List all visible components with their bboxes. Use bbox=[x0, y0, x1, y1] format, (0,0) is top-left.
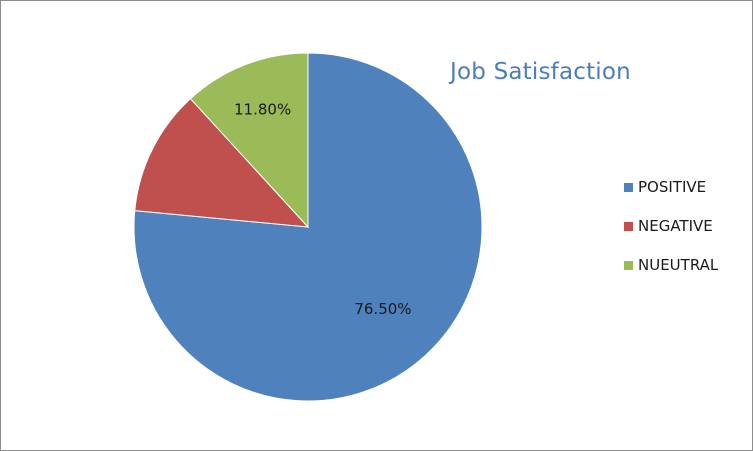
legend-swatch-negative bbox=[624, 221, 633, 231]
legend-item-positive: POSITIVE bbox=[624, 177, 718, 197]
data-label-nueutral: 11.80% bbox=[234, 101, 291, 119]
legend: POSITIVE NEGATIVE NUEUTRAL bbox=[624, 177, 718, 294]
legend-swatch-neutral bbox=[624, 260, 633, 270]
pie-slice-negative bbox=[134, 97, 310, 228]
pie-slices bbox=[133, 52, 483, 402]
chart-title: Job Satisfaction bbox=[450, 59, 631, 85]
legend-item-neutral: NUEUTRAL bbox=[624, 255, 718, 275]
legend-label-positive: POSITIVE bbox=[638, 178, 707, 196]
pie-slice-nueutral bbox=[189, 52, 309, 229]
legend-label-neutral: NUEUTRAL bbox=[638, 256, 719, 274]
legend-item-negative: NEGATIVE bbox=[624, 216, 718, 236]
legend-label-negative: NEGATIVE bbox=[638, 217, 713, 235]
pie-data-labels: 76.50% 11.80% bbox=[234, 101, 412, 318]
legend-swatch-positive bbox=[624, 182, 633, 192]
data-label-positive: 76.50% bbox=[354, 300, 411, 318]
